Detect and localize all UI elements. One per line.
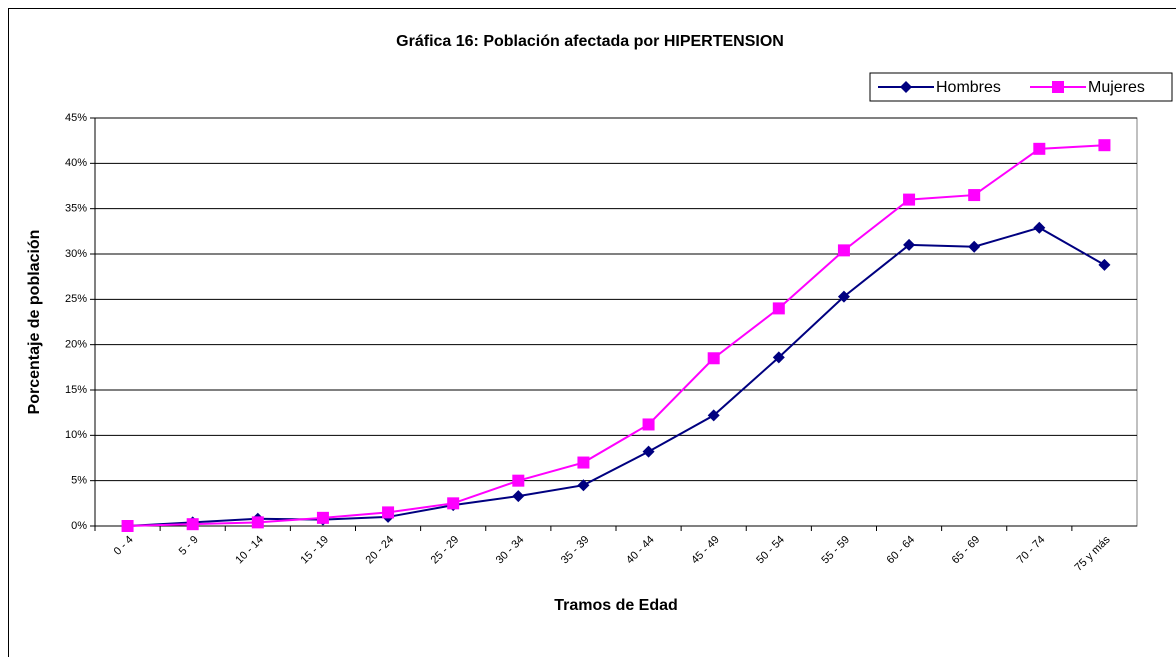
x-tick-label: 50 - 54: [754, 534, 787, 567]
marker: [512, 474, 525, 487]
x-tick-label: 15 - 19: [298, 534, 331, 567]
y-tick-label: 5%: [71, 475, 87, 487]
x-tick-label: 10 - 14: [233, 534, 266, 567]
x-axis-label: Tramos de Edad: [554, 597, 678, 614]
x-tick-label: 65 - 69: [950, 534, 983, 567]
marker: [1033, 142, 1046, 155]
series-line: [127, 144, 1105, 527]
marker: [251, 516, 264, 529]
marker: [512, 490, 525, 503]
plot-area: [94, 117, 1138, 527]
marker: [316, 511, 329, 524]
x-tick-label: 35 - 39: [559, 534, 592, 567]
y-tick-label: 10%: [65, 429, 87, 441]
marker: [903, 193, 916, 206]
marker: [186, 518, 199, 531]
marker: [1098, 258, 1111, 271]
y-axis-label: Porcentaje de población: [26, 230, 43, 415]
marker: [1098, 139, 1111, 152]
x-tick-label: 75 y más: [1073, 533, 1113, 573]
y-tick-label: 35%: [65, 203, 87, 215]
x-tick-label: 70 - 74: [1015, 534, 1048, 567]
y-tick-label: 40%: [65, 157, 87, 169]
x-tick-label: 45 - 49: [689, 534, 722, 567]
legend-label: Hombres: [936, 79, 1001, 96]
x-tick-label: 30 - 34: [494, 534, 527, 567]
x-tick-label: 60 - 64: [885, 534, 918, 567]
marker: [903, 238, 916, 251]
legend-label: Mujeres: [1088, 79, 1145, 96]
marker: [837, 244, 850, 257]
marker: [642, 418, 655, 431]
chart-title: Gráfica 16: Población afectada por HIPER…: [396, 33, 784, 50]
y-tick-label: 0%: [71, 520, 87, 532]
marker: [1033, 221, 1046, 234]
y-tick-label: 30%: [65, 248, 87, 260]
marker: [707, 352, 720, 365]
marker: [1052, 81, 1064, 93]
marker: [642, 445, 655, 458]
marker: [772, 302, 785, 315]
marker: [772, 351, 785, 364]
y-tick-label: 45%: [65, 112, 87, 124]
marker: [968, 189, 981, 202]
y-tick-label: 25%: [65, 293, 87, 305]
marker: [447, 497, 460, 510]
marker: [900, 81, 912, 93]
marker: [382, 506, 395, 519]
x-tick-label: 55 - 59: [819, 534, 852, 567]
marker: [577, 479, 590, 492]
y-tick-label: 20%: [65, 339, 87, 351]
chart-border: [8, 8, 1176, 657]
marker: [121, 520, 134, 532]
x-tick-label: 25 - 29: [429, 534, 462, 567]
marker: [968, 240, 981, 253]
y-tick-label: 15%: [65, 384, 87, 396]
x-tick-label: 40 - 44: [624, 534, 657, 567]
marker: [707, 409, 720, 422]
x-tick-label: 5 - 9: [177, 534, 201, 558]
marker: [837, 290, 850, 303]
marker: [577, 456, 590, 469]
x-tick-label: 0 - 4: [112, 534, 136, 558]
x-tick-label: 20 - 24: [364, 534, 397, 567]
